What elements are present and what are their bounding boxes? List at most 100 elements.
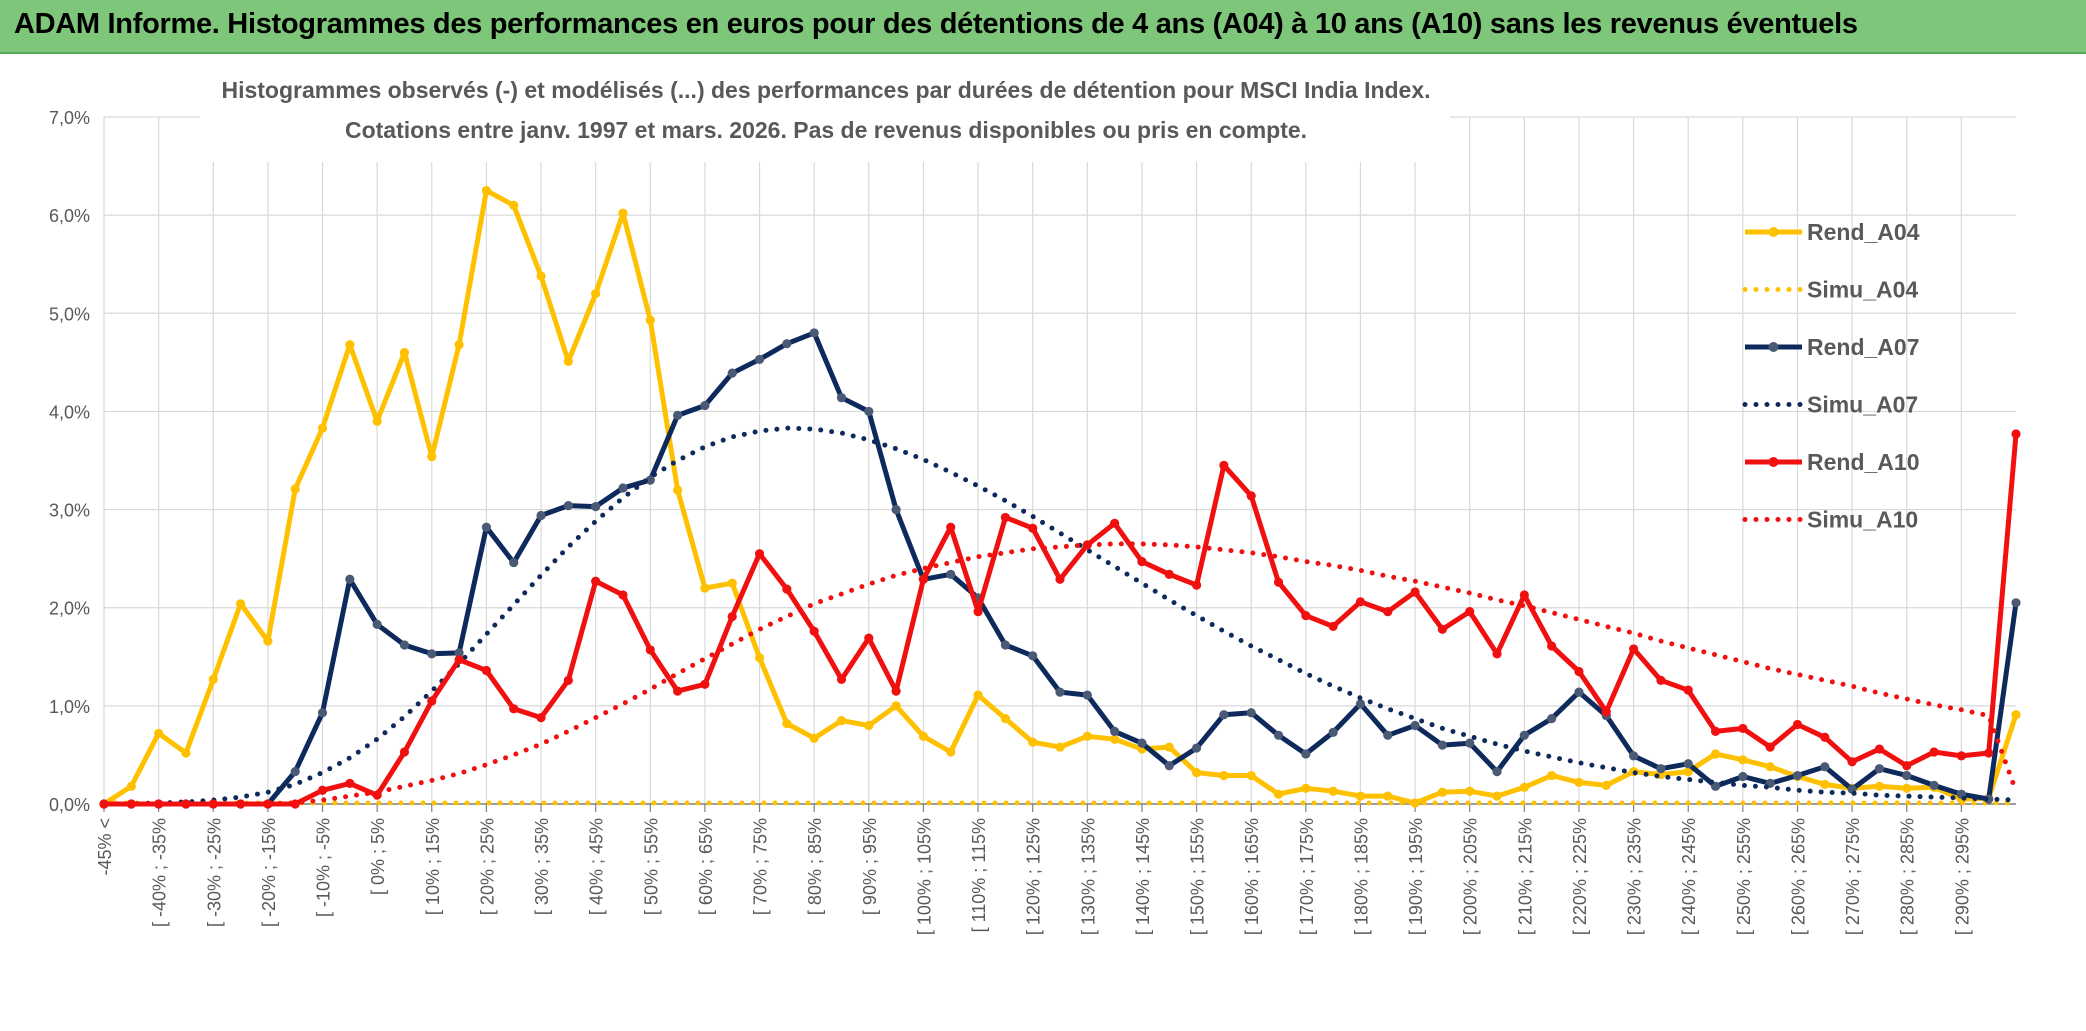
x-tick-label: [ 270% ; 275% bbox=[1843, 818, 1863, 935]
x-tick-label: [ 140% ; 145% bbox=[1133, 818, 1153, 935]
x-tick-label: [ 260% ; 265% bbox=[1788, 818, 1808, 935]
rend-a07-point bbox=[1410, 720, 1420, 731]
rend-a10-point bbox=[509, 704, 519, 714]
rend-a07-point bbox=[372, 619, 382, 629]
rend-a04-point bbox=[536, 271, 546, 281]
rend-a07-point bbox=[1355, 699, 1366, 709]
rend-a04-point bbox=[1874, 781, 1885, 791]
x-tick-label: [ 170% ; 175% bbox=[1297, 818, 1317, 935]
rend-a04-point bbox=[1574, 777, 1584, 788]
rend-a04-point bbox=[481, 186, 491, 196]
rend-a07-point bbox=[563, 501, 573, 511]
rend-a04-point bbox=[1219, 770, 1229, 781]
axes: 0,0% 1,0% 2,0% 3,0% 4,0% 5,0% 6,0% 7,0% -45% < [ … bbox=[49, 108, 2016, 935]
x-tick-label: [ 0% ; 5% bbox=[368, 818, 388, 895]
x-tick-label: [ 60% ; 65% bbox=[696, 818, 716, 915]
rend-a04-point bbox=[946, 747, 956, 757]
rend-a10-point bbox=[1929, 747, 1939, 757]
rend-a04-point bbox=[1028, 737, 1038, 747]
rend-a10-point bbox=[1191, 580, 1202, 590]
x-tick-label: [ 30% ; 35% bbox=[532, 818, 552, 915]
legend-label-simu-a04: Simu_A04 bbox=[1807, 277, 1918, 303]
rend-a07-point bbox=[1465, 738, 1475, 748]
rend-a10-point bbox=[1820, 732, 1830, 742]
rend-a04-point bbox=[1547, 770, 1557, 781]
rend-a10-point bbox=[864, 633, 874, 643]
rend-a10-point bbox=[1383, 607, 1393, 617]
rend-a04-point bbox=[1738, 755, 1748, 765]
x-tick-label: [ 250% ; 255% bbox=[1734, 818, 1754, 935]
rend-a07-point bbox=[1383, 730, 1393, 740]
rend-a04-point bbox=[700, 583, 710, 593]
simu-a10-line bbox=[101, 541, 2019, 807]
rend-a07-point bbox=[1710, 781, 1721, 791]
legend-marker-rend-a10 bbox=[1768, 457, 1779, 467]
rend-a10-point bbox=[454, 655, 464, 665]
rend-a07-point bbox=[1629, 751, 1639, 761]
rend-a04-point bbox=[1465, 786, 1475, 796]
rend-a10-point bbox=[2011, 429, 2021, 439]
rend-a04-point bbox=[1820, 779, 1830, 789]
rend-a07-point bbox=[427, 649, 437, 659]
rend-a10-point bbox=[1601, 707, 1611, 717]
rend-a10-point bbox=[235, 799, 246, 809]
x-tick-label: [ 210% ; 215% bbox=[1515, 818, 1535, 935]
rend-a10-point bbox=[345, 778, 355, 788]
rend-a07-point bbox=[1028, 651, 1038, 661]
rend-a10-point bbox=[427, 696, 437, 706]
rend-a10-point bbox=[973, 607, 983, 617]
y-tick-label: 4,0% bbox=[49, 402, 90, 422]
x-tick-label: [ 40% ; 45% bbox=[587, 818, 607, 915]
y-tick-label: 3,0% bbox=[49, 501, 90, 521]
rend-a04-point bbox=[1328, 786, 1338, 796]
rend-a04-point bbox=[1437, 787, 1447, 797]
rend-a10-point bbox=[1110, 518, 1120, 528]
legend-label-rend-a10: Rend_A10 bbox=[1807, 449, 1919, 475]
rend-a04-point bbox=[1601, 780, 1611, 790]
rend-a07-point bbox=[754, 354, 765, 365]
x-tick-label: [ 200% ; 205% bbox=[1461, 818, 1481, 935]
rend-a10-point bbox=[1055, 574, 1065, 584]
rend-a07-point bbox=[946, 569, 956, 579]
series bbox=[99, 186, 2021, 809]
legend-label-simu-a07: Simu_A07 bbox=[1807, 392, 1918, 418]
rend-a10-point bbox=[1301, 610, 1311, 621]
rend-a07-point bbox=[1137, 738, 1147, 748]
rend-a07-point bbox=[1929, 780, 1939, 790]
rend-a10-point bbox=[1219, 460, 1229, 471]
rend-a07-point bbox=[1683, 759, 1693, 769]
rend-a10-point bbox=[1656, 675, 1666, 685]
rend-a10-point bbox=[618, 590, 628, 600]
rend-a07-point bbox=[727, 368, 737, 378]
chart-title-line-2: Cotations entre janv. 1997 et mars. 2026… bbox=[345, 117, 1307, 143]
rend-a07-point bbox=[645, 475, 655, 485]
rend-a10-point bbox=[1000, 512, 1010, 523]
rend-a04-point bbox=[290, 484, 300, 494]
rend-a07-point bbox=[1738, 771, 1748, 782]
rend-a04-point bbox=[1492, 791, 1502, 801]
rend-a10-point bbox=[1710, 726, 1721, 736]
chart-title-background bbox=[200, 59, 1450, 162]
rend-a04-point bbox=[1082, 731, 1092, 741]
rend-a04-point bbox=[891, 701, 901, 711]
rend-a10-point bbox=[1902, 761, 1912, 771]
rend-a10-point bbox=[1683, 685, 1693, 695]
rend-a04-point bbox=[809, 733, 819, 743]
rend-a04-point bbox=[208, 674, 218, 684]
rend-a10-point bbox=[1355, 597, 1366, 607]
x-tick-label: [ 10% ; 15% bbox=[423, 818, 443, 915]
rend-a04-point bbox=[1246, 770, 1256, 781]
rend-a07-point bbox=[345, 574, 355, 584]
rend-a07-point bbox=[673, 410, 683, 420]
rend-a07-point bbox=[509, 557, 519, 568]
rend-a04-point bbox=[1110, 734, 1120, 744]
rend-a10-point bbox=[481, 665, 491, 676]
rend-a04-point bbox=[1355, 791, 1366, 801]
rend-a04-point bbox=[618, 208, 628, 218]
rend-a10-point bbox=[1765, 742, 1775, 752]
rend-a10-point bbox=[1410, 587, 1420, 597]
rend-a07-line bbox=[104, 330, 2019, 807]
x-tick-label: [ 280% ; 285% bbox=[1898, 818, 1918, 935]
y-tick-label: 6,0% bbox=[49, 206, 90, 226]
rend-a10-point bbox=[1574, 666, 1584, 677]
